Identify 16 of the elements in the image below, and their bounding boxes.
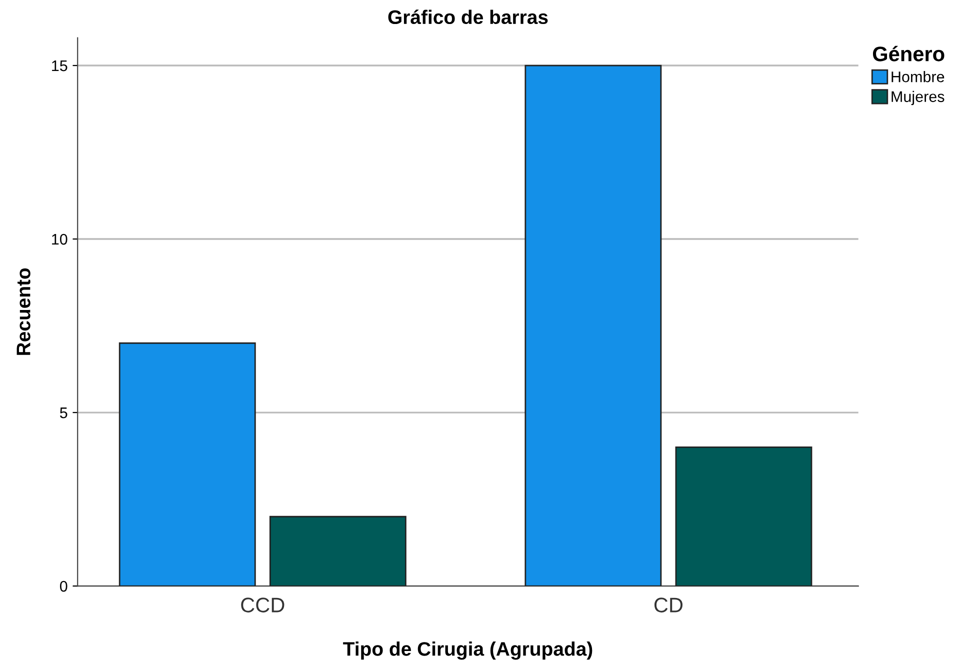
- y-tick-label: 5: [60, 408, 68, 418]
- legend-label: Hombre: [892, 71, 944, 82]
- bar: [675, 446, 812, 586]
- x-tick-label: CCD: [241, 598, 284, 612]
- bar: [524, 64, 662, 586]
- legend-title: Género: [872, 46, 944, 62]
- y-tick-label: 15: [52, 60, 68, 72]
- bar: [269, 516, 406, 586]
- y-axis-title: Recuento: [16, 268, 30, 355]
- legend-label: Mujeres: [892, 90, 944, 106]
- y-tick-label: 10: [52, 234, 68, 245]
- x-tick-label: CD: [654, 598, 682, 612]
- chart-title: Gráfico de barras: [388, 10, 548, 24]
- bar: [118, 342, 256, 586]
- x-axis-title: Tipo de Cirugia (Agrupada): [343, 642, 592, 660]
- y-tick-label: 0: [60, 580, 68, 592]
